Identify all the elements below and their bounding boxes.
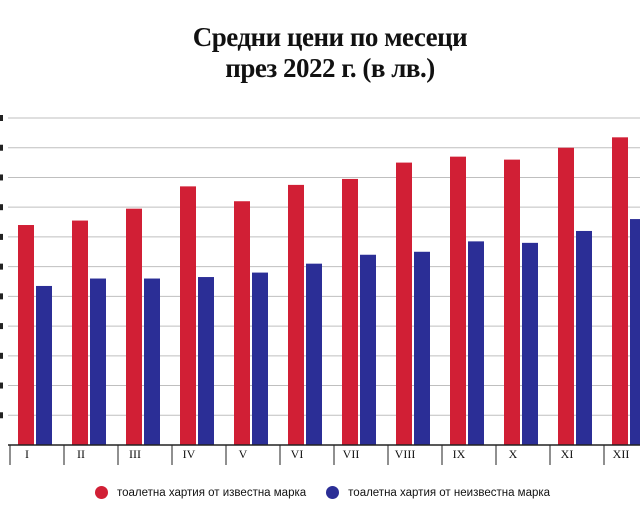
bar-unknown-brand — [522, 242, 538, 445]
bar-known-brand — [558, 147, 574, 445]
legend-item-unknown-brand: тоалетна хартия от неизвестна марка — [326, 486, 550, 499]
legend-dot-unknown-brand — [326, 486, 340, 499]
bar-unknown-brand — [576, 230, 592, 445]
bar-chart: I II III IV V VI VII VIII IX X XI XII — [0, 115, 640, 465]
bar-known-brand — [450, 156, 466, 446]
bar-unknown-brand — [630, 219, 640, 445]
x-tick-label: IV — [183, 447, 196, 461]
legend-label-unknown-brand: тоалетна хартия от неизвестна марка — [348, 486, 551, 499]
bar-unknown-brand — [36, 285, 52, 445]
x-tick-label: I — [25, 447, 29, 461]
y-tick-mark — [0, 144, 3, 151]
bar-known-brand — [612, 137, 628, 445]
bar-known-brand — [18, 225, 34, 445]
x-tick-label: XI — [561, 447, 574, 461]
legend-item-known-brand: тоалетна хартия от известна марка — [95, 486, 306, 499]
bar-known-brand — [126, 208, 142, 445]
bar-unknown-brand — [360, 254, 376, 445]
y-tick-mark — [0, 174, 3, 181]
bar-known-brand — [288, 184, 304, 446]
bar-known-brand — [396, 162, 412, 445]
x-tick-label: XII — [613, 447, 630, 461]
bar-unknown-brand — [306, 263, 322, 445]
bar-known-brand — [234, 201, 250, 445]
y-tick-mark — [0, 115, 3, 121]
x-tick-label: III — [129, 447, 141, 461]
y-tick-mark — [0, 382, 3, 389]
y-tick-mark — [0, 412, 3, 419]
bar-known-brand — [72, 220, 88, 445]
x-tick-label: X — [509, 447, 518, 461]
legend-dot-known-brand — [95, 486, 108, 499]
chart-title-line-1: Средни цени по месеци — [192, 22, 468, 52]
bar-unknown-brand — [414, 251, 430, 445]
y-tick-mark — [0, 352, 3, 359]
x-tick-label: VII — [343, 447, 360, 461]
x-tick-label: VI — [291, 447, 304, 461]
chart-title-line-2: през 2022 г. (в лв.) — [225, 53, 435, 83]
bar-unknown-brand — [144, 278, 160, 445]
bar-unknown-brand — [468, 241, 484, 445]
y-tick-mark — [0, 323, 3, 330]
y-tick-mark — [0, 263, 3, 270]
bar-unknown-brand — [90, 278, 106, 445]
bar-known-brand — [180, 186, 196, 445]
bar-known-brand — [342, 178, 358, 445]
x-tick-label: II — [77, 447, 85, 461]
y-tick-mark — [0, 233, 3, 240]
legend-label-known-brand: тоалетна хартия от известна марка — [117, 486, 307, 499]
x-tick-label: V — [239, 447, 248, 461]
y-tick-mark — [0, 293, 3, 300]
y-tick-mark — [0, 204, 3, 211]
x-tick-label: VIII — [395, 447, 416, 461]
bar-unknown-brand — [198, 277, 214, 445]
bar-unknown-brand — [252, 272, 268, 445]
bar-known-brand — [504, 159, 520, 446]
x-tick-label: IX — [453, 447, 466, 461]
legend: тоалетна хартия от известна марка тоалет… — [95, 486, 570, 499]
chart-title: Средни цени по месеци през 2022 г. (в лв… — [0, 22, 640, 84]
